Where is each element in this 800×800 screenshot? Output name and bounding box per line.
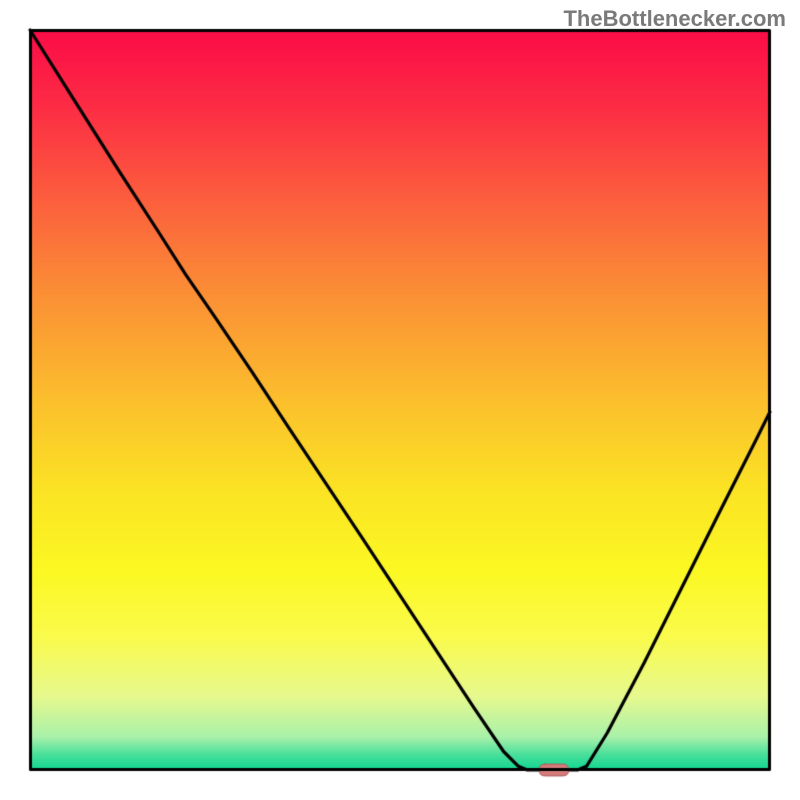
bottleneck-chart: TheBottlenecker.com <box>0 0 800 800</box>
chart-canvas <box>0 0 800 800</box>
